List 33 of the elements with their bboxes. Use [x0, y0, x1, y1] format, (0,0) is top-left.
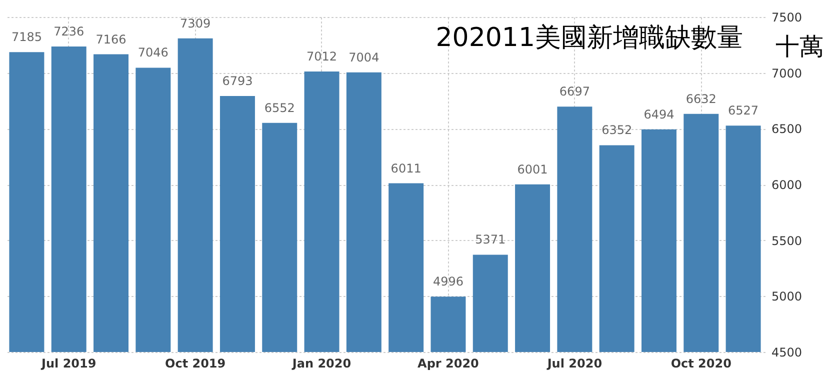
data-label: 6494	[644, 107, 674, 122]
data-label: 6552	[264, 100, 295, 115]
y-tick-label: 5000	[772, 290, 802, 304]
y-tick-label: 7000	[772, 66, 802, 80]
data-label: 7185	[11, 30, 42, 44]
x-tick-label: Oct 2019	[164, 356, 226, 370]
x-tick-label: Apr 2020	[418, 356, 479, 370]
data-label: 4996	[432, 274, 464, 289]
chart-title: 202011美國新增職缺數量	[436, 23, 743, 53]
data-label: 7236	[54, 24, 84, 38]
data-label: 6632	[686, 92, 716, 106]
x-tick-label: Oct 2020	[670, 356, 732, 370]
data-label: 6001	[517, 162, 548, 176]
y-axis-title: 十萬	[776, 32, 824, 60]
data-label: 7046	[138, 46, 168, 60]
data-label: 5371	[475, 232, 506, 247]
y-tick-label: 6000	[772, 178, 802, 192]
data-label: 7012	[306, 49, 338, 64]
x-tick-label: Jul 2020	[546, 356, 602, 370]
data-label: 7166	[96, 32, 126, 46]
y-tick-label: 7500	[772, 10, 802, 24]
data-label: 7004	[348, 50, 380, 64]
x-tick-label: Jul 2019	[40, 356, 96, 370]
y-tick-label: 6500	[772, 122, 802, 136]
data-label: 6697	[559, 84, 590, 99]
data-label: 6352	[602, 123, 632, 138]
data-label: 6793	[222, 74, 253, 88]
data-label: 6527	[728, 104, 759, 118]
x-tick-label: Jan 2020	[291, 356, 352, 370]
data-label: 7309	[180, 16, 211, 30]
data-label: 6011	[390, 161, 422, 176]
y-tick-label: 5500	[772, 234, 802, 248]
y-tick-label: 4500	[772, 346, 802, 360]
